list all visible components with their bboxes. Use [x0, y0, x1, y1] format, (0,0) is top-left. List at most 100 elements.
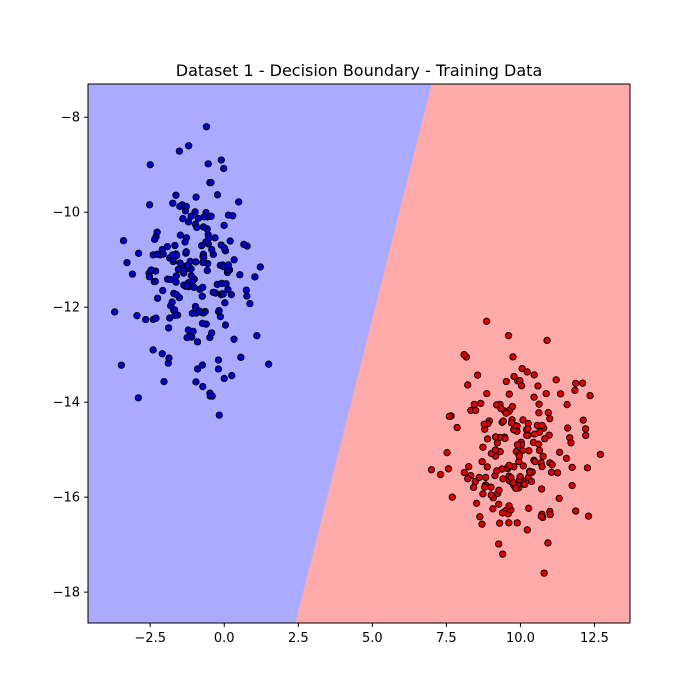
y-tick-label: −14 [53, 396, 80, 411]
data-point [563, 400, 571, 409]
data-point [555, 494, 563, 503]
data-point [181, 238, 189, 246]
data-point [160, 377, 168, 386]
data-point [207, 178, 215, 187]
data-point [518, 364, 526, 373]
data-point [147, 266, 155, 274]
data-point [513, 519, 521, 527]
x-tick-label: 0.0 [214, 631, 235, 646]
data-point [145, 273, 154, 281]
data-point [204, 160, 212, 168]
data-point [220, 374, 228, 383]
data-point [183, 282, 191, 290]
data-point [538, 462, 546, 471]
data-point [159, 286, 167, 295]
data-point [523, 368, 531, 376]
data-point [487, 491, 495, 499]
data-point [153, 250, 162, 258]
data-point [237, 353, 245, 361]
data-point [523, 431, 531, 439]
data-point [179, 267, 187, 275]
data-point [229, 212, 237, 220]
data-point [505, 502, 513, 510]
data-point [436, 470, 445, 479]
data-point [265, 360, 273, 368]
data-point [445, 412, 453, 421]
data-point [246, 300, 254, 308]
data-point [145, 201, 154, 209]
data-point [443, 449, 451, 457]
x-tick-label: 7.5 [436, 631, 457, 646]
data-point [185, 142, 193, 150]
data-point [505, 390, 513, 398]
data-point [496, 519, 504, 527]
data-point [541, 435, 549, 443]
data-point [236, 271, 244, 279]
data-point [117, 361, 126, 369]
data-point [495, 486, 503, 494]
data-point [251, 273, 259, 281]
data-point [470, 400, 478, 409]
plot-frame [87, 83, 631, 624]
data-point [179, 215, 187, 223]
data-point [460, 351, 468, 359]
data-point [556, 390, 565, 398]
data-point [141, 315, 150, 324]
data-point [240, 240, 248, 249]
y-tick-label: −10 [53, 206, 80, 221]
data-point [519, 416, 527, 424]
data-point [491, 446, 500, 454]
data-point [517, 382, 526, 390]
data-point [479, 490, 487, 498]
data-point [171, 241, 179, 250]
data-point [213, 191, 222, 199]
data-point [175, 147, 184, 155]
data-point [465, 463, 473, 471]
data-point [168, 298, 176, 306]
x-axis: −2.5 0.0 2.5 5.0 7.5 10.0 12.5 [134, 623, 609, 646]
data-point [508, 402, 517, 411]
data-point [199, 382, 207, 391]
data-point [193, 365, 202, 373]
data-point [537, 485, 546, 493]
data-point [582, 431, 590, 440]
data-point [548, 461, 556, 469]
data-point [134, 394, 143, 402]
data-point [476, 513, 484, 521]
data-point [510, 372, 518, 381]
data-point [189, 277, 197, 285]
data-point [200, 213, 208, 221]
data-point [184, 326, 193, 334]
data-point [215, 306, 223, 315]
data-point [478, 520, 486, 528]
data-point [535, 440, 543, 448]
data-point [525, 447, 533, 455]
data-point [513, 441, 522, 449]
data-point [542, 389, 550, 398]
data-point [535, 400, 543, 408]
data-point [208, 329, 216, 337]
data-point [149, 346, 157, 354]
data-point [184, 261, 192, 269]
data-point [502, 409, 510, 417]
data-point [192, 193, 200, 201]
data-point [509, 353, 517, 361]
data-point [215, 411, 223, 419]
data-point [220, 221, 228, 230]
data-point [531, 457, 539, 466]
data-point [544, 539, 552, 547]
data-point [226, 237, 234, 245]
data-point [193, 338, 202, 346]
data-point [221, 321, 230, 329]
data-point [583, 464, 592, 472]
data-point [203, 266, 211, 275]
data-point [217, 241, 225, 249]
data-point [172, 191, 180, 199]
data-point [489, 505, 497, 513]
data-point [228, 371, 236, 380]
data-point [111, 308, 119, 316]
data-point [221, 299, 229, 307]
data-point [209, 288, 217, 296]
data-point [208, 245, 216, 254]
x-tick-label: 12.5 [580, 631, 609, 646]
